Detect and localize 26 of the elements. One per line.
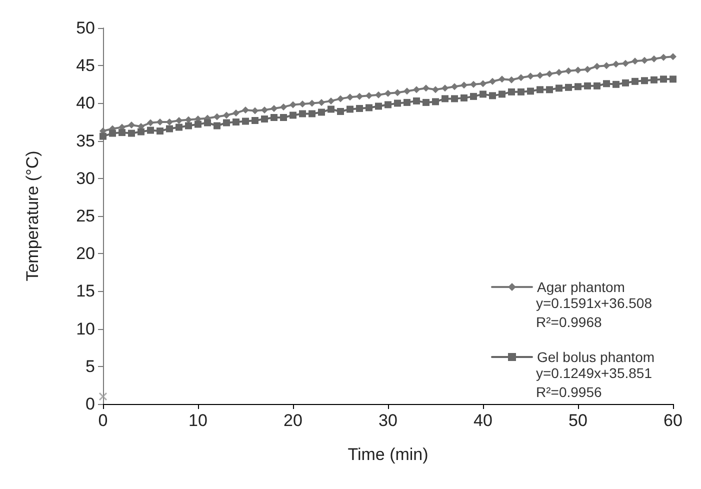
y-tick-label: 35	[76, 131, 95, 150]
y-axis-title: Temperature (°C)	[23, 150, 42, 282]
annotation: R²=0.9968	[536, 314, 602, 330]
y-tick-label: 25	[76, 206, 95, 226]
x-tick-label: 40	[474, 411, 492, 430]
y-tick-label: 15	[76, 282, 95, 301]
x-tick-label: 0	[98, 411, 108, 430]
x-axis-title: Time (min)	[348, 445, 428, 464]
y-tick-label: 30	[76, 168, 95, 188]
legend-label: Gel bolus phantom	[537, 349, 655, 365]
x-tick-label: 30	[378, 411, 398, 430]
annotation: y=0.1591x+36.508	[536, 295, 652, 311]
x-tick-label: 20	[284, 411, 302, 430]
y-tick-label: 50	[76, 18, 95, 38]
x-tick-label: 60	[664, 411, 682, 430]
x-tick-label: 10	[188, 411, 208, 430]
y-tick-label: 10	[76, 319, 95, 338]
x-tick-label: 50	[568, 411, 588, 430]
y-tick-label: 0	[86, 394, 95, 414]
annotation: y=0.1249x+35.851	[536, 365, 652, 381]
legend-label: Agar phantom	[537, 279, 625, 295]
y-tick-label: 5	[86, 356, 95, 376]
y-tick-label: 20	[76, 244, 95, 264]
y-tick-label: 45	[76, 56, 95, 76]
y-tick-label: 40	[76, 94, 95, 113]
annotation: R²=0.9956	[536, 384, 602, 400]
